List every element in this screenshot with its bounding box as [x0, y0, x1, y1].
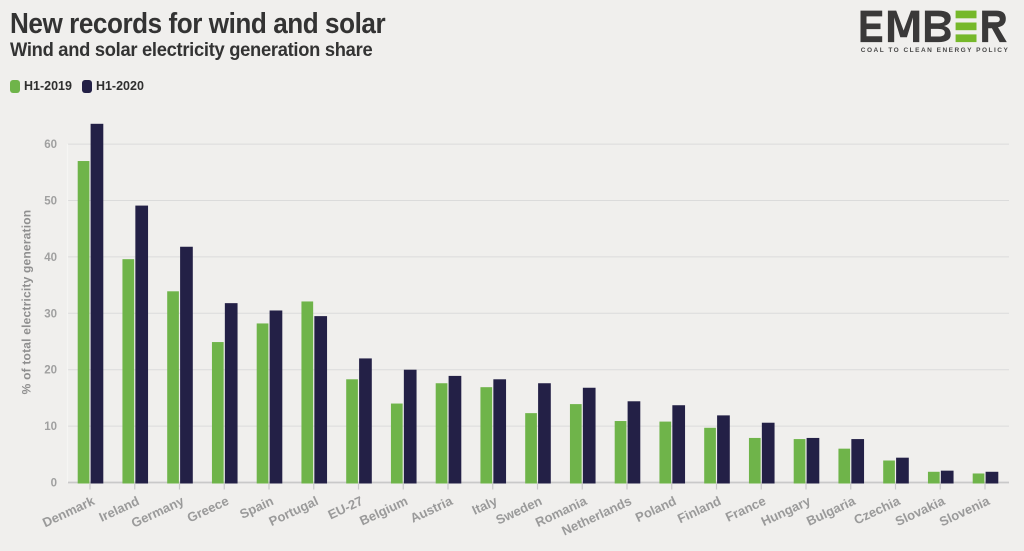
svg-text:50: 50	[44, 196, 57, 208]
svg-text:10: 10	[44, 421, 57, 433]
svg-text:% of total electricity generat: % of total electricity generation	[20, 210, 34, 395]
svg-text:60: 60	[44, 139, 57, 151]
svg-text:30: 30	[44, 308, 57, 320]
svg-text:0: 0	[51, 478, 57, 490]
svg-text:20: 20	[44, 365, 57, 377]
svg-text:40: 40	[44, 252, 57, 264]
svg-text:COAL TO CLEAN ENERGY POLICY: COAL TO CLEAN ENERGY POLICY	[861, 47, 1009, 54]
